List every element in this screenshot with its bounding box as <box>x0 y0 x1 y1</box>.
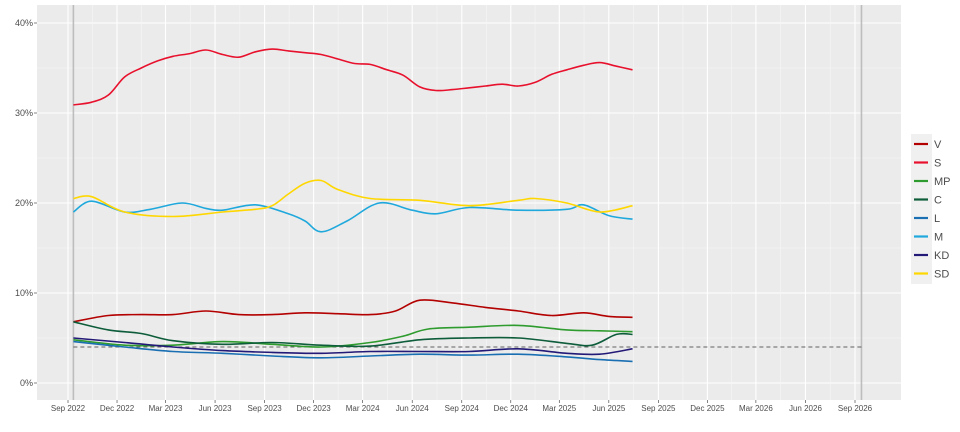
series-line-c <box>73 321 633 348</box>
series-line-mp <box>73 324 633 348</box>
series-line-s <box>73 48 633 106</box>
series-lines <box>72 48 633 363</box>
y-tick-label: 0% <box>20 378 33 388</box>
x-axis: Sep 2022 Dec 2022 Mar 2023 Jun 2023 Sep 2023… <box>51 400 873 413</box>
legend-label: L <box>934 213 940 225</box>
x-tick-label: Mar 2025 <box>542 404 576 413</box>
series-line-m <box>72 200 633 233</box>
x-tick-label: Sep 2023 <box>247 404 282 413</box>
legend-background <box>911 134 932 284</box>
x-tick-label: Jun 2025 <box>592 404 625 413</box>
x-tick-label: Dec 2024 <box>494 404 529 413</box>
y-tick-label: 30% <box>15 108 33 118</box>
x-tick-label: Sep 2025 <box>641 404 676 413</box>
legend-label: KD <box>934 250 949 262</box>
x-tick-label: Jun 2026 <box>789 404 822 413</box>
reference-lines <box>72 5 863 400</box>
series-line-v <box>73 299 633 323</box>
legend-label: V <box>934 139 942 151</box>
legend-label: C <box>934 195 942 207</box>
x-tick-label: Dec 2025 <box>690 404 725 413</box>
x-tick-label: Mar 2024 <box>346 404 380 413</box>
series-line-l <box>73 340 633 363</box>
x-tick-label: Dec 2022 <box>100 404 135 413</box>
series-line-sd <box>73 179 633 218</box>
y-tick-label: 40% <box>15 18 33 28</box>
x-tick-label: Mar 2026 <box>739 404 773 413</box>
y-tick-label: 10% <box>15 288 33 298</box>
x-tick-label: Sep 2022 <box>51 404 86 413</box>
grid-lines <box>37 5 901 400</box>
x-tick-label: Sep 2026 <box>838 404 873 413</box>
y-tick-label: 20% <box>15 198 33 208</box>
y-axis: 0% 10% 20% 30% 40% <box>15 18 37 388</box>
x-tick-label: Jun 2024 <box>396 404 429 413</box>
legend-label: SD <box>934 269 949 281</box>
x-tick-label: Sep 2024 <box>445 404 480 413</box>
legend-label: M <box>934 232 943 244</box>
x-tick-label: Jun 2023 <box>199 404 232 413</box>
legend-label: MP <box>934 176 951 188</box>
legend-label: S <box>934 158 941 170</box>
series-line-kd <box>73 337 633 356</box>
x-tick-label: Dec 2023 <box>297 404 332 413</box>
legend: VS MP CLM KD SD <box>911 134 951 284</box>
x-tick-label: Mar 2023 <box>149 404 183 413</box>
